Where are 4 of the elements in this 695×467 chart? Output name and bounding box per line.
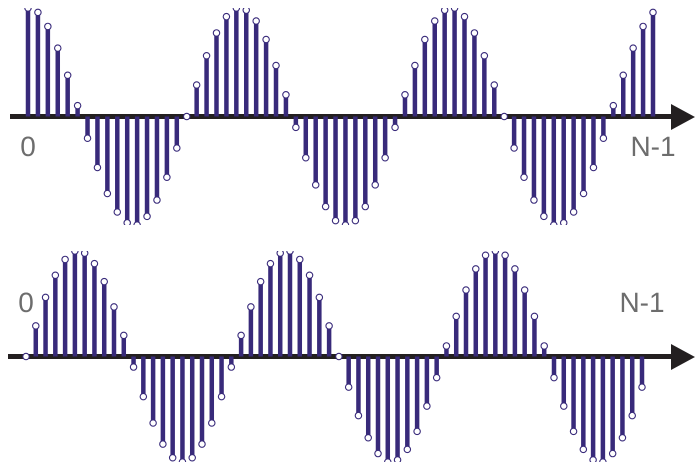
- x-tick-label: N-1: [619, 287, 665, 318]
- x-tick-label: 0: [18, 287, 34, 318]
- x-tick-label: N-1: [630, 131, 676, 162]
- x-tick-label: 0: [20, 131, 36, 162]
